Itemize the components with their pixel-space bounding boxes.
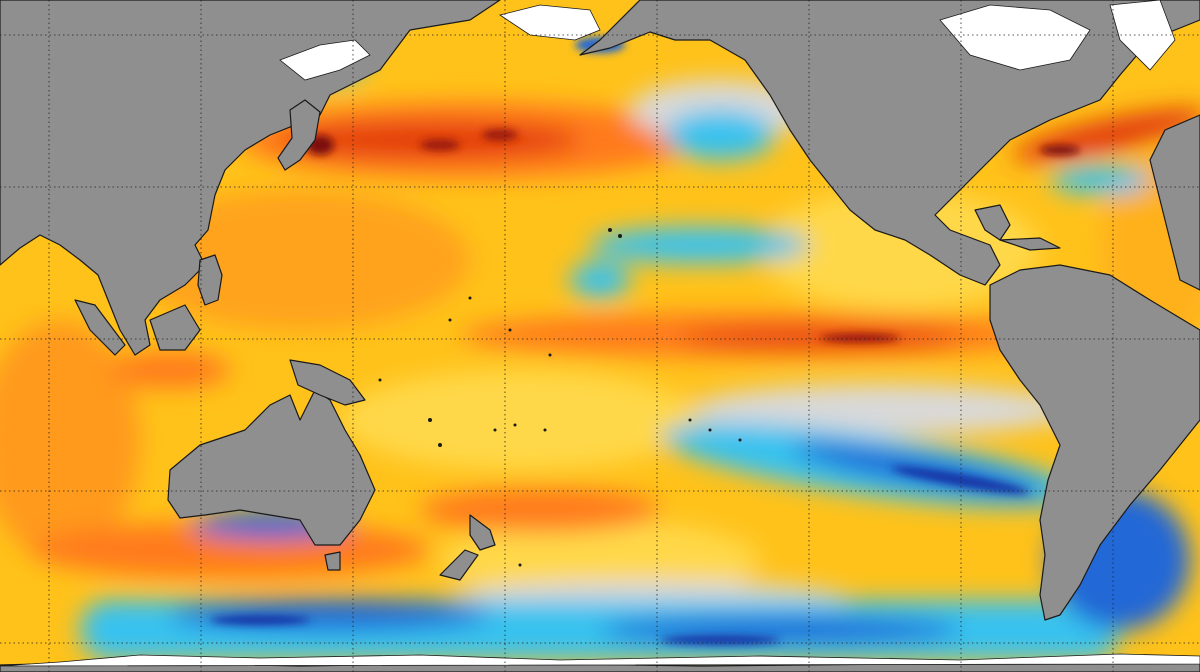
land-sumatra bbox=[74, 299, 126, 356]
equatorial-hot-spot bbox=[820, 333, 900, 343]
neutral-patch bbox=[690, 384, 1070, 436]
southern-ocean-cold bbox=[600, 616, 960, 644]
land-australia bbox=[167, 389, 376, 546]
indonesia-warm bbox=[110, 352, 230, 388]
island bbox=[708, 428, 712, 432]
land-north-america bbox=[579, 0, 1200, 286]
land-new-zealand bbox=[439, 514, 496, 581]
southern-ocean-very-cold bbox=[660, 635, 780, 645]
island bbox=[608, 228, 612, 232]
island bbox=[518, 563, 522, 567]
cool-patch bbox=[590, 227, 810, 263]
island bbox=[508, 328, 512, 332]
southern-ocean-very-cold bbox=[210, 615, 310, 625]
land-florida bbox=[974, 204, 1011, 241]
land-new-guinea bbox=[289, 359, 366, 406]
ice-antarctic bbox=[0, 653, 1200, 667]
island bbox=[513, 423, 517, 427]
land-africa-edge bbox=[1149, 114, 1200, 291]
land-tasmania bbox=[324, 551, 341, 571]
island bbox=[438, 443, 442, 447]
island bbox=[618, 234, 622, 238]
island bbox=[543, 428, 547, 432]
island bbox=[428, 418, 432, 422]
southern-ocean-cold bbox=[170, 599, 490, 631]
north-pacific-hot-spot bbox=[482, 129, 518, 141]
island bbox=[493, 428, 497, 432]
island bbox=[448, 318, 452, 322]
southern-warm-band bbox=[420, 488, 660, 532]
warm-patch bbox=[440, 520, 760, 600]
island bbox=[378, 378, 382, 382]
north-pacific-hot-spot bbox=[420, 139, 460, 151]
island bbox=[738, 438, 742, 442]
land-philippines bbox=[197, 254, 223, 306]
cool-patch bbox=[570, 262, 630, 298]
land-japan bbox=[277, 99, 321, 171]
island bbox=[548, 353, 552, 357]
ice-okhotsk bbox=[279, 39, 371, 81]
ice-bering bbox=[499, 4, 601, 41]
island bbox=[688, 418, 692, 422]
cool-patch bbox=[665, 110, 775, 160]
land-cuba bbox=[999, 237, 1061, 251]
warm-patch bbox=[760, 190, 1040, 310]
gulf-stream-hot-spot bbox=[1040, 145, 1080, 155]
south-pacific-very-cold bbox=[891, 466, 1029, 494]
island bbox=[468, 296, 472, 300]
ice-hudson bbox=[939, 4, 1091, 71]
pacific-islands bbox=[378, 228, 742, 567]
warm-patch bbox=[0, 320, 140, 560]
ice-labrador bbox=[1109, 0, 1176, 71]
warm-patch bbox=[340, 370, 700, 470]
land-south-america bbox=[989, 264, 1200, 621]
atlantic-cool bbox=[1050, 166, 1150, 194]
